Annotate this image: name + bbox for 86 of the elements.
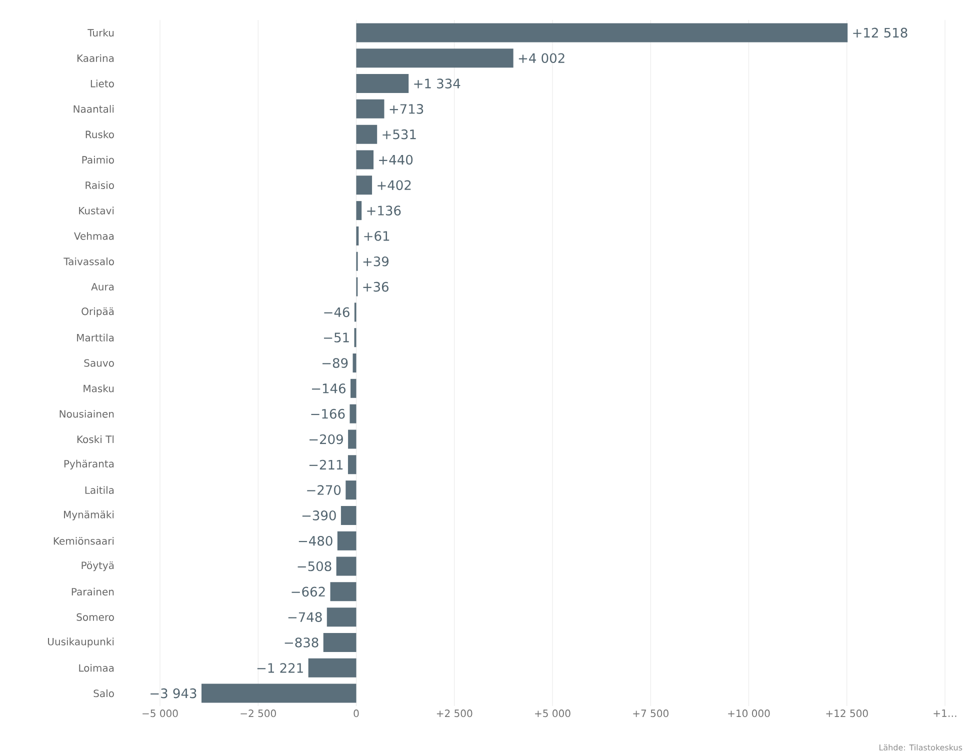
- x-tick-label: +7 500: [633, 710, 668, 718]
- y-tick-label: Aura: [91, 283, 114, 290]
- bar: [201, 684, 356, 703]
- y-tick-label: Sauvo: [84, 359, 114, 367]
- data-label: −508: [298, 561, 332, 572]
- bar: [356, 99, 384, 118]
- y-tick-label: Oripää: [82, 307, 114, 318]
- y-tick-label: Pyhäranta: [64, 460, 114, 470]
- data-label: −390: [302, 510, 336, 520]
- data-label: +440: [379, 154, 413, 165]
- x-tick-label: −5 000: [142, 710, 178, 718]
- y-tick-label: Salo: [94, 689, 114, 698]
- bar: [356, 201, 362, 220]
- data-label: +12 518: [853, 28, 908, 38]
- x-tick-label: +5 000: [535, 710, 570, 718]
- data-label: −270: [307, 485, 341, 495]
- bar: [340, 506, 356, 525]
- y-tick-label: Turku: [88, 28, 114, 37]
- bar: [356, 74, 409, 94]
- y-tick-label: Koski Tl: [77, 435, 114, 444]
- data-label: +1 334: [414, 78, 460, 88]
- y-tick-label: Kemiönsaari: [54, 536, 114, 545]
- data-label: −146: [312, 384, 346, 394]
- data-label: −748: [288, 612, 322, 622]
- data-label: +61: [364, 231, 390, 241]
- data-label: +36: [363, 282, 388, 292]
- y-tick-label: Laitila: [85, 486, 114, 494]
- x-tick-label: 0: [354, 710, 359, 718]
- bar: [356, 48, 514, 68]
- data-label: +531: [382, 129, 416, 140]
- y-tick-label: Uusikaupunki: [48, 638, 114, 648]
- data-label: +4 002: [518, 53, 564, 64]
- y-tick-label: Taivassalo: [64, 257, 114, 266]
- bar: [337, 531, 356, 550]
- bar: [356, 176, 372, 195]
- bar: [348, 455, 356, 474]
- y-tick-label: Paimio: [82, 156, 114, 164]
- y-tick-label: Lieto: [90, 80, 114, 88]
- data-label: −209: [310, 434, 343, 444]
- x-tick-label: +2 500: [436, 710, 472, 718]
- y-tick-label: Mynämäki: [64, 510, 114, 520]
- data-label: +39: [363, 256, 389, 266]
- data-label: −838: [284, 638, 318, 648]
- y-tick-label: Raisio: [86, 181, 114, 190]
- y-tick-label: Rusko: [86, 130, 114, 138]
- bar: [350, 404, 356, 424]
- y-tick-label: Nousiainen: [60, 410, 114, 418]
- bar: [326, 608, 356, 627]
- y-tick-label: Somero: [76, 613, 114, 621]
- text: Lähde: Tilastokeskus: [879, 744, 962, 750]
- bar: [356, 23, 848, 42]
- data-label: +713: [390, 104, 424, 114]
- x-tick-label: −2 500: [240, 710, 276, 718]
- x-tick-label: +1…: [934, 710, 956, 717]
- data-label: −480: [298, 536, 332, 546]
- data-label: −1 221: [257, 663, 303, 673]
- y-tick-label: Parainen: [72, 588, 114, 596]
- data-label: −3 943: [150, 688, 196, 698]
- y-tick-label: Kaarina: [77, 54, 114, 62]
- data-label: −89: [322, 358, 348, 368]
- x-tick-label: +10 000: [728, 710, 770, 718]
- bar: [346, 480, 356, 500]
- data-label: −211: [309, 460, 343, 470]
- y-tick-label: Naantali: [74, 105, 114, 113]
- data-label: −46: [324, 307, 350, 318]
- y-tick-label: Kustavi: [79, 206, 114, 214]
- bar: [348, 430, 356, 449]
- bar: [330, 582, 356, 602]
- y-tick-label: Marttila: [77, 334, 114, 342]
- data-label: −166: [311, 408, 345, 419]
- y-tick-label: Masku: [84, 384, 114, 392]
- y-tick-label: Pöytyä: [82, 561, 114, 572]
- bar: [308, 658, 356, 678]
- bar: [323, 632, 356, 652]
- data-label: −51: [324, 332, 349, 342]
- data-label: +136: [367, 206, 401, 216]
- bar: [356, 150, 374, 170]
- x-tick-label: +12 500: [826, 710, 868, 718]
- bar: [350, 378, 356, 398]
- bar: [356, 124, 378, 144]
- data-label: +402: [378, 180, 411, 190]
- bar: [352, 354, 356, 373]
- data-label: −662: [292, 586, 325, 597]
- y-tick-label: Loimaa: [79, 664, 114, 672]
- y-tick-label: Vehmaa: [74, 232, 114, 240]
- bar: [336, 556, 356, 576]
